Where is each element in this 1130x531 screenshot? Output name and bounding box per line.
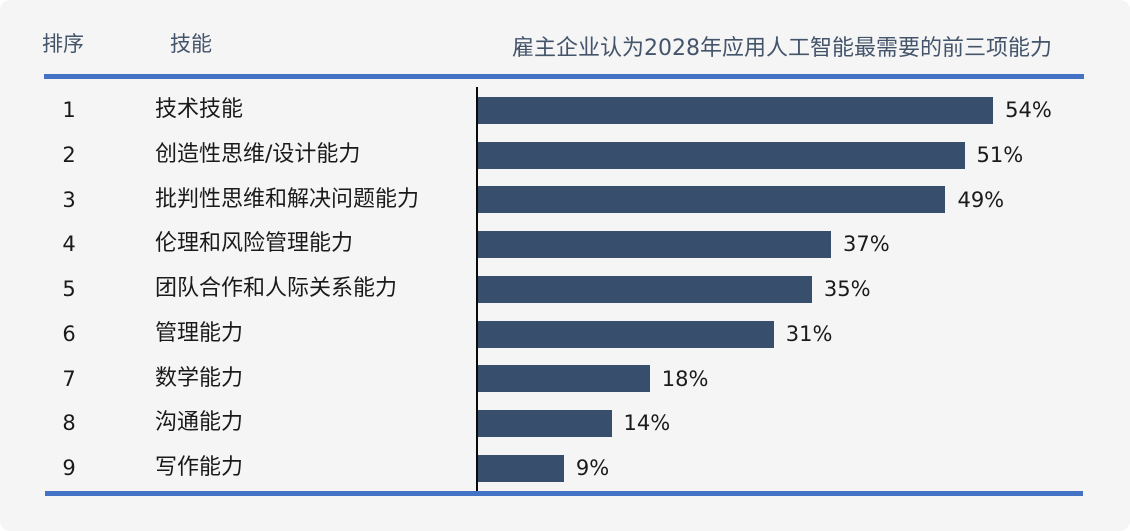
bar: [478, 455, 564, 483]
rank-cell: 8: [62, 411, 76, 436]
skill-cell: 团队合作和人际关系能力: [155, 276, 398, 302]
bar-value-label: 18%: [661, 366, 709, 391]
table-row: 3 批判性思维和解决问题能力 49%: [0, 178, 1130, 223]
axis-line: [476, 87, 478, 491]
table-row: 4 伦理和风险管理能力 37%: [0, 222, 1130, 267]
rank-cell: 2: [62, 142, 76, 167]
skill-cell: 写作能力: [155, 455, 244, 481]
bar: [478, 365, 650, 393]
skill-cell: 沟通能力: [155, 410, 244, 436]
bottom-divider: [45, 491, 1083, 496]
bar: [478, 410, 612, 438]
skill-cell: 数学能力: [155, 365, 244, 391]
rank-cell: 3: [62, 187, 76, 212]
skill-cell: 伦理和风险管理能力: [155, 231, 354, 257]
skill-cell: 批判性思维和解决问题能力: [155, 186, 420, 212]
bar-value-label: 35%: [823, 277, 871, 302]
bar: [478, 231, 831, 259]
table-row: 6 管理能力 31%: [0, 312, 1130, 357]
chart-rows: 1 技术技能 54% 2 创造性思维/设计能力 51% 3 批判性思维和解决问题…: [0, 88, 1130, 491]
bar-value-label: 37%: [842, 232, 890, 257]
table-row: 7 数学能力 18%: [0, 357, 1130, 402]
rank-cell: 6: [62, 321, 76, 346]
bar: [478, 320, 774, 348]
column-header-skill: 技能: [170, 32, 212, 56]
bar: [478, 275, 812, 303]
skill-cell: 创造性思维/设计能力: [155, 141, 361, 167]
bar-value-label: 14%: [623, 411, 671, 436]
table-row: 2 创造性思维/设计能力 51%: [0, 133, 1130, 178]
table-row: 9 写作能力 9%: [0, 446, 1130, 491]
skill-cell: 管理能力: [155, 320, 244, 346]
bar: [478, 96, 994, 124]
rank-cell: 1: [62, 98, 76, 122]
chart-title: 雇主企业认为2028年应用人工智能最需要的前三项能力: [512, 36, 1052, 61]
column-header-rank: 排序: [42, 32, 84, 56]
header-divider: [44, 74, 1084, 79]
bar-value-label: 49%: [957, 187, 1005, 212]
rank-cell: 9: [62, 456, 76, 481]
bar-value-label: 51%: [976, 142, 1024, 167]
table-row: 5 团队合作和人际关系能力 35%: [0, 267, 1130, 312]
bar: [478, 141, 965, 169]
bar-value-label: 31%: [785, 321, 833, 346]
skill-cell: 技术技能: [155, 97, 244, 122]
rank-cell: 7: [62, 366, 76, 391]
bar-value-label: 9%: [575, 456, 610, 481]
rank-cell: 4: [62, 232, 76, 257]
bar-value-label: 54%: [1005, 98, 1052, 122]
rank-cell: 5: [62, 277, 76, 302]
table-row: 1 技术技能 54%: [0, 88, 1130, 133]
bar: [478, 186, 946, 214]
table-row: 8 沟通能力 14%: [0, 401, 1130, 446]
